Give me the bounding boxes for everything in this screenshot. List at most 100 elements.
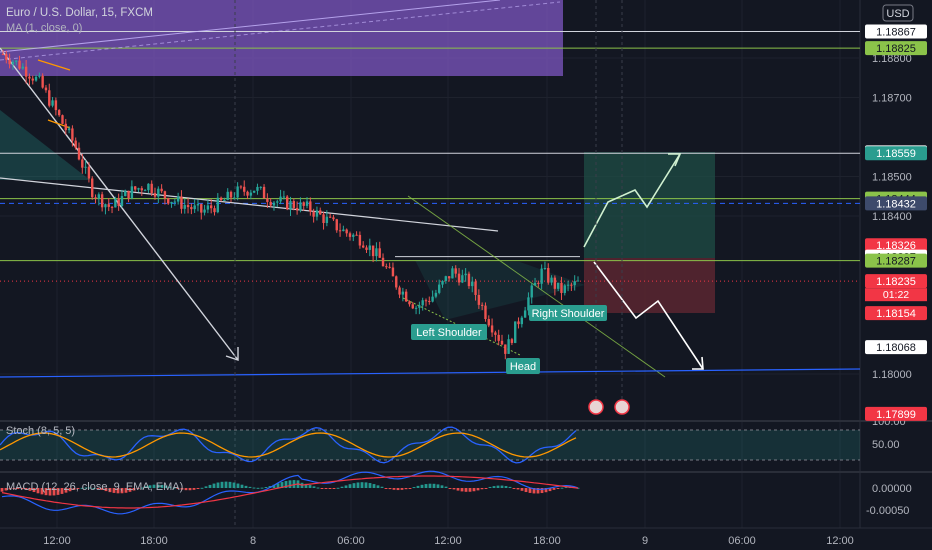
candle-body: [352, 234, 355, 237]
macd-bar: [76, 488, 80, 489]
candle-body: [533, 282, 537, 286]
event-flag-icon[interactable]: [588, 399, 604, 415]
price-tag-text: 1.18559: [876, 148, 916, 160]
orange-line: [37, 59, 71, 71]
macd-bar: [576, 487, 580, 489]
macd-bar: [448, 488, 452, 489]
purple-zone: [0, 0, 563, 76]
candle-body: [507, 339, 510, 354]
chart-header: Euro / U.S. Dollar, 15, FXCM MA (1, clos…: [6, 7, 153, 34]
candle-body: [322, 214, 325, 223]
neckline-slope: [407, 195, 666, 378]
candle-body: [24, 66, 28, 77]
macd-bar: [256, 487, 260, 489]
candle-body: [266, 198, 269, 202]
candle-body: [408, 301, 411, 305]
candle-body: [87, 166, 91, 179]
time-label: 8: [250, 535, 256, 547]
macd-bar: [8, 488, 12, 490]
candle-body: [325, 216, 329, 223]
macd-bar: [188, 488, 192, 491]
candle-body: [332, 217, 335, 220]
candle-body: [477, 294, 481, 305]
bear-arrow-head: [692, 356, 704, 370]
macd-bar: [400, 488, 404, 490]
macd-bar: [132, 488, 136, 491]
candle-body: [216, 197, 219, 213]
candle-body: [229, 191, 233, 198]
candle-body: [61, 115, 64, 124]
candle-body: [276, 201, 279, 203]
macd-bar: [176, 488, 180, 489]
macd-bar: [100, 488, 104, 490]
candle-body: [510, 339, 514, 343]
macd-histogram: [0, 480, 580, 496]
candle-body: [117, 198, 120, 206]
ma-legend[interactable]: MA (1, close, 0): [6, 22, 82, 34]
macd-bar: [140, 487, 144, 489]
candle-body: [434, 292, 438, 297]
candle-body: [362, 245, 365, 248]
macd-bar: [108, 488, 112, 493]
macd-bar: [408, 488, 412, 489]
candle-body: [18, 60, 21, 69]
candle-body: [193, 205, 196, 210]
candle-body: [279, 196, 282, 202]
candle-body: [404, 291, 408, 302]
macd-bar: [336, 487, 340, 489]
stoch-label: Stoch (8, 5, 5): [6, 425, 75, 437]
candle-body: [133, 186, 137, 190]
left-shoulder-label: Left Shoulder: [416, 327, 482, 339]
candle-body: [328, 216, 332, 218]
candle-body: [67, 128, 71, 131]
candle-body: [107, 204, 110, 207]
macd-bar: [380, 486, 384, 488]
candle-body: [368, 245, 372, 250]
macd-bar: [376, 485, 380, 488]
event-flag-icon[interactable]: [614, 399, 630, 415]
event-flags[interactable]: [588, 399, 630, 415]
macd-bar: [4, 488, 8, 491]
time-label: 18:00: [140, 535, 168, 547]
symbol-title[interactable]: Euro / U.S. Dollar, 15, FXCM: [6, 7, 153, 19]
macd-bar: [136, 488, 140, 490]
macd-bar: [536, 488, 540, 494]
time-axis-labels: 12:00 18:00 8 06:00 12:00 18:00 9 06:00 12:00: [43, 535, 854, 547]
macd-bar: [500, 485, 504, 488]
time-label: 12:00: [43, 535, 71, 547]
candle-body: [480, 304, 484, 306]
candle-body: [31, 78, 34, 81]
macd-bar: [96, 488, 100, 489]
macd-bar: [304, 483, 308, 488]
candle-body: [64, 123, 67, 131]
macd-bar: [16, 488, 20, 489]
macd-bar: [368, 483, 372, 488]
candle-body: [110, 206, 114, 208]
down-arrow-head: [225, 347, 239, 361]
currency-button[interactable]: [882, 4, 914, 22]
candle-body: [97, 194, 101, 199]
macd-bar: [292, 480, 296, 488]
price-tag: [865, 340, 927, 355]
candle-body: [84, 166, 87, 168]
macd-bar: [104, 488, 108, 492]
macd-bar: [24, 488, 28, 490]
candle-body: [143, 190, 147, 192]
macd-bar: [384, 488, 388, 489]
resistance-line: [0, 177, 499, 232]
price-tag: [865, 306, 927, 321]
macd-bar: [324, 488, 328, 489]
candle-body: [100, 194, 104, 208]
macd-bar: [156, 484, 160, 488]
candle-body: [315, 210, 319, 217]
candle-body: [444, 276, 448, 281]
macd-bar: [232, 482, 236, 488]
macd-bar: [124, 488, 128, 493]
price-tag-text: 1.18432: [876, 198, 916, 210]
price-tick: 1.18400: [872, 211, 912, 223]
candle-body: [381, 257, 385, 267]
currency-label[interactable]: USD: [886, 8, 909, 20]
time-label: 06:00: [728, 535, 756, 547]
candle-body: [186, 205, 190, 208]
